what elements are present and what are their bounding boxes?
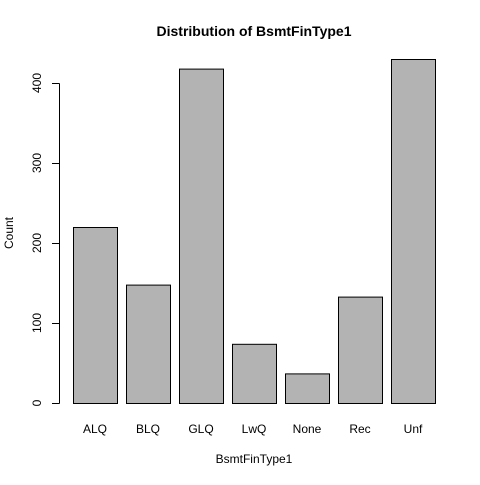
x-tick-label-blq: BLQ [136,422,160,436]
bar-alq [73,227,118,404]
y-tick-label: 100 [30,313,44,333]
bar-none [285,373,330,404]
y-axis-label: Count [2,216,16,249]
y-tick-label: 300 [30,153,44,173]
bar-unf [391,59,436,404]
x-tick-label-unf: Unf [404,422,423,436]
y-tick-label: 400 [30,73,44,93]
x-tick-label-rec: Rec [349,422,370,436]
x-tick-label-lwq: LwQ [242,422,267,436]
bar-glq [179,68,224,404]
bar-blq [126,284,171,405]
bar-lwq [232,343,277,404]
x-tick-labels: ALQ BLQ GLQ LwQ None Rec Unf [83,422,423,436]
y-axis: 0 100 200 300 400 [30,73,60,406]
x-tick-label-glq: GLQ [188,422,213,436]
y-tick-label: 0 [30,399,44,406]
chart-title: Distribution of BsmtFinType1 [157,23,352,39]
bar-rec [338,296,383,405]
x-tick-label-alq: ALQ [83,422,107,436]
x-axis-label: BsmtFinType1 [216,452,293,466]
bars [73,59,436,405]
y-tick-label: 200 [30,233,44,253]
x-tick-label-none: None [293,422,322,436]
